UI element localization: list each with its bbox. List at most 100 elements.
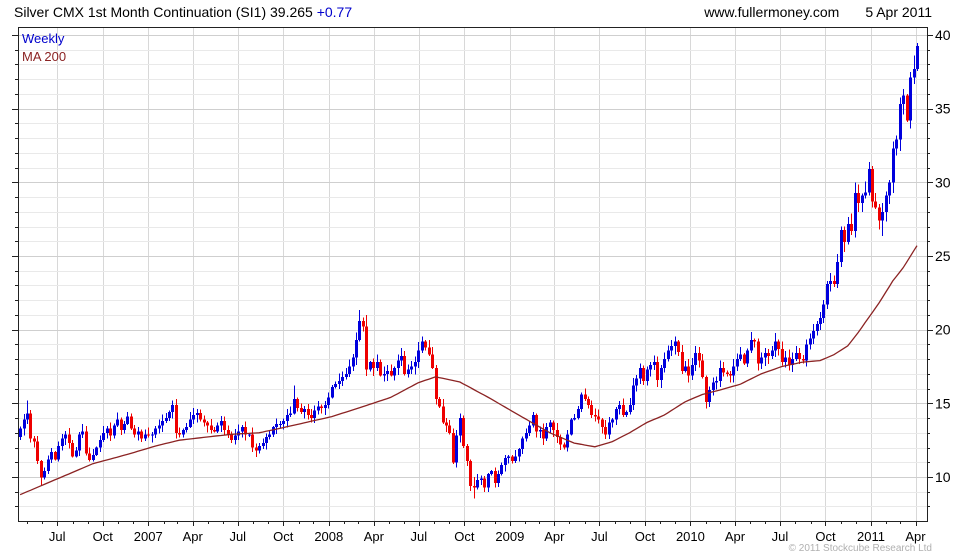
- candle-down: [227, 429, 230, 435]
- copyright-notice: © 2011 Stockcube Research Ltd: [788, 543, 932, 554]
- candle-down: [428, 347, 431, 355]
- candle-down: [729, 373, 732, 376]
- candle-down: [726, 372, 729, 374]
- candle-up: [836, 261, 839, 284]
- candle-up: [691, 365, 694, 376]
- candle-down: [473, 485, 476, 488]
- x-axis-label: Oct: [635, 529, 656, 544]
- candle-down: [431, 354, 434, 368]
- candle-up: [888, 182, 891, 196]
- candle-up: [618, 404, 621, 410]
- candle-up: [476, 479, 479, 488]
- candle-up: [282, 421, 285, 424]
- candle-down: [120, 419, 123, 430]
- candle-down: [206, 422, 209, 426]
- candle-down: [604, 426, 607, 435]
- candle-up: [881, 211, 884, 221]
- candle-up: [577, 409, 580, 419]
- candle-up: [899, 104, 902, 140]
- candle-down: [788, 357, 791, 366]
- x-axis-label: Oct: [454, 529, 475, 544]
- candle-down: [68, 434, 71, 444]
- candle-up: [625, 412, 628, 416]
- candle-up: [313, 410, 316, 419]
- candle-up: [352, 357, 355, 367]
- candle-up: [500, 465, 503, 475]
- candle-up: [421, 341, 424, 351]
- candle-up: [126, 416, 129, 424]
- candle-up: [262, 443, 265, 447]
- source-row: www.fullermoney.com 5 Apr 2011: [704, 4, 932, 20]
- candle-down: [556, 429, 559, 438]
- candle-up: [43, 471, 46, 478]
- candle-up: [809, 338, 812, 345]
- candle-up: [497, 474, 500, 483]
- x-axis-label: Apr: [905, 529, 926, 544]
- candle-down: [438, 398, 441, 407]
- candle-down: [390, 370, 393, 376]
- candle-down: [199, 412, 202, 420]
- candle-down: [802, 359, 805, 361]
- x-axis-label: Apr: [364, 529, 385, 544]
- candle-down: [871, 169, 874, 202]
- candle-up: [113, 425, 116, 436]
- candle-up: [487, 474, 490, 488]
- y-axis-label: 40: [935, 27, 951, 43]
- candle-down: [296, 398, 299, 408]
- candle-down: [874, 201, 877, 208]
- chart-title-text: Silver CMX 1st Month Continuation (SI1) …: [14, 4, 317, 20]
- candle-down: [843, 230, 846, 243]
- candle-up: [864, 192, 867, 196]
- candle-up: [393, 367, 396, 376]
- candle-up: [712, 382, 715, 391]
- candle-up: [414, 362, 417, 367]
- candle-up: [171, 404, 174, 413]
- candle-up: [847, 223, 850, 243]
- candle-up: [358, 320, 361, 340]
- candle-up: [532, 415, 535, 426]
- candle-up: [480, 478, 483, 480]
- candle-down: [677, 341, 680, 352]
- candle-down: [687, 366, 690, 376]
- candle-up: [275, 423, 278, 427]
- candle-up: [57, 446, 60, 460]
- candle-down: [372, 362, 375, 368]
- candle-up: [528, 425, 531, 433]
- candle-up: [795, 353, 798, 360]
- candle-down: [753, 339, 756, 342]
- candle-up: [220, 421, 223, 426]
- candle-up: [185, 426, 188, 430]
- candle-up: [459, 418, 462, 436]
- candle-up: [279, 423, 282, 425]
- candle-up: [822, 304, 825, 318]
- candle-up: [667, 350, 670, 360]
- candle-up: [241, 426, 244, 432]
- candle-down: [203, 419, 206, 423]
- candle-down: [213, 429, 216, 432]
- candle-up: [902, 95, 905, 105]
- candle-up: [580, 394, 583, 410]
- candle-down: [878, 207, 881, 221]
- candle-up: [816, 323, 819, 332]
- candle-down: [597, 416, 600, 420]
- candle-up: [189, 419, 192, 427]
- candle-down: [54, 451, 57, 460]
- chart-title-change: +0.77: [316, 4, 353, 20]
- candle-up: [764, 353, 767, 358]
- y-axis-label: 10: [935, 469, 951, 485]
- candle-up: [646, 369, 649, 382]
- candle-up: [829, 281, 832, 284]
- candle-up: [137, 431, 140, 435]
- x-axis-label: 2007: [134, 529, 163, 544]
- candle-up: [303, 409, 306, 413]
- x-axis-label: 2010: [676, 529, 705, 544]
- candle-up: [684, 366, 687, 371]
- candle-up: [663, 359, 666, 368]
- x-axis-label: 2009: [495, 529, 524, 544]
- candle-up: [736, 359, 739, 367]
- candle-down: [584, 394, 587, 399]
- candle-up: [407, 369, 410, 374]
- candle-up: [909, 77, 912, 121]
- candle-up: [715, 381, 718, 383]
